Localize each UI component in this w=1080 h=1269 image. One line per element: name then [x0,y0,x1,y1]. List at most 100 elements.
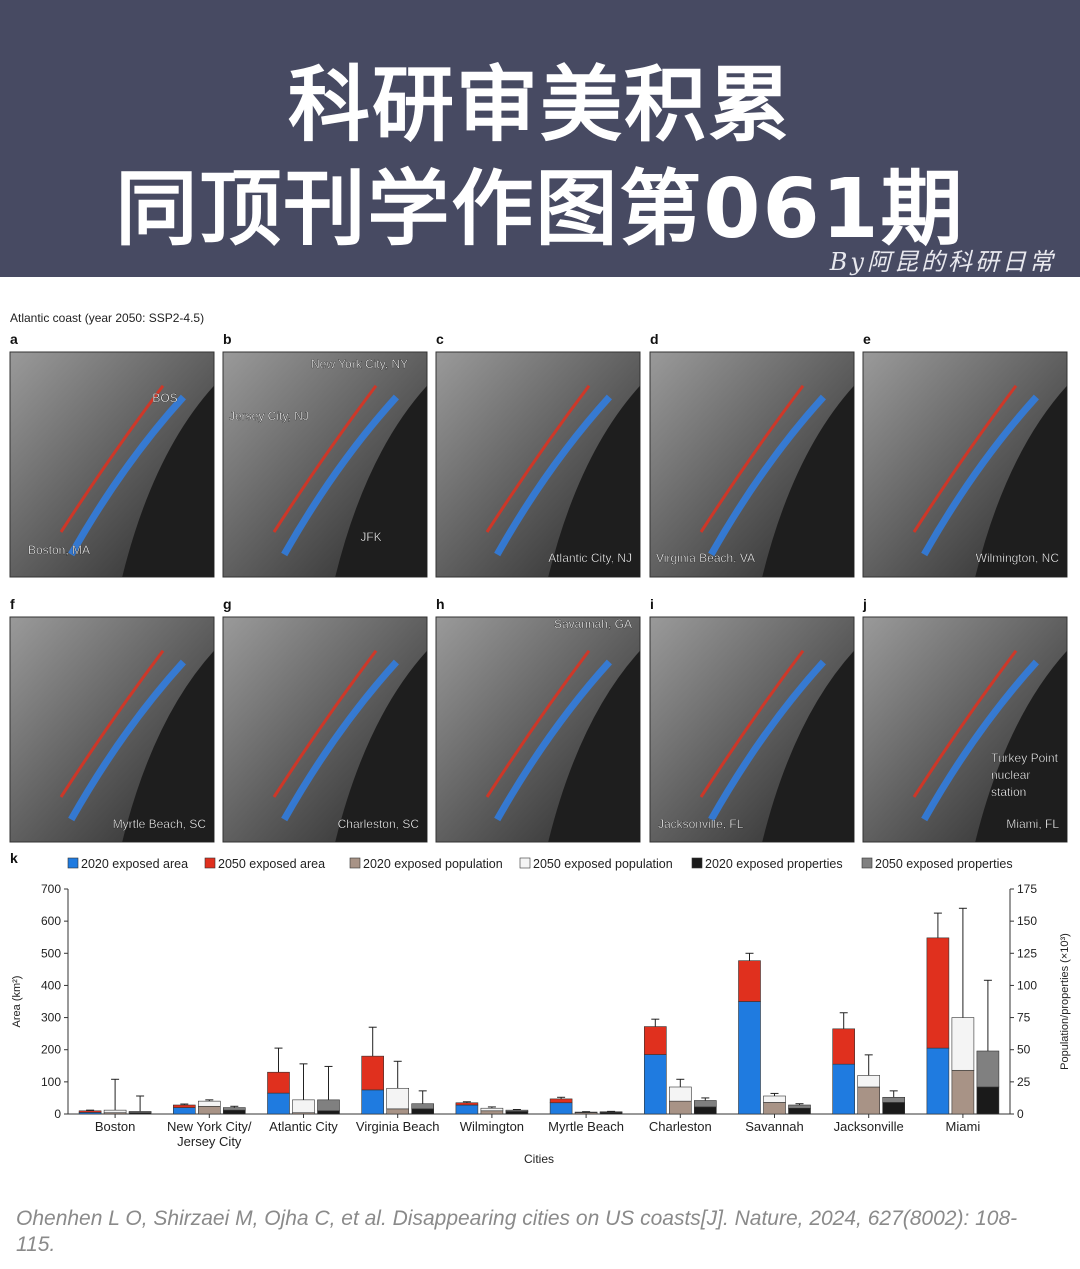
bar [505,1109,529,1112]
bar [198,1105,221,1115]
bar [763,1095,786,1103]
exposed-area [485,649,591,798]
error-bar [958,907,967,1018]
legend-label: 2020 exposed area [81,857,188,871]
error-bar [111,1078,120,1111]
bar [455,1102,479,1106]
panel-letter: h [436,596,445,612]
exposed-area [485,384,591,533]
error-bar [745,952,754,961]
y2-tick-label: 75 [1017,1011,1031,1025]
map-label: BOS [152,391,177,405]
error-bar [393,1060,402,1089]
bar [951,1069,975,1115]
error-bar [701,1097,710,1101]
y-tick-label: 300 [41,1011,61,1025]
bar [223,1109,246,1115]
bar [882,1096,906,1103]
map-water [122,385,214,577]
map-water [122,650,214,842]
error-bar [418,1090,427,1104]
bar [643,1026,667,1055]
bar [926,937,950,1049]
bar [668,1086,692,1102]
citation: Ohenhen L O, Shirzaei M, Ojha C, et al. … [16,1207,1018,1256]
figure: Atlantic coast (year 2050: SSP2-4.5) a BO… [9,311,1071,1166]
panel-letter: k [10,850,18,866]
panel-letter: b [223,331,232,347]
bar [78,1110,102,1113]
error-bar [462,1101,471,1103]
bar [693,1100,717,1108]
error-bar [889,1090,898,1098]
panel-letter: e [863,331,871,347]
error-bar [180,1103,189,1105]
exposed-area [59,384,165,533]
error-bar [839,1012,848,1029]
x-tick-label: New York City/ Jersey City [167,1119,252,1149]
bar [832,1028,856,1065]
x-axis-title: Cities [524,1152,554,1166]
exposed-area [281,659,399,822]
bar [198,1100,221,1107]
bar [693,1106,717,1115]
title: 科研审美积累 [287,58,792,153]
bar [411,1108,435,1115]
map-water [335,650,427,842]
bar [738,1001,761,1115]
x-tick-label: Charleston [648,1119,712,1134]
map-label: Wilmington, NC [976,551,1060,565]
y-axis-title: Area (km²) [11,976,23,1028]
y-tick-label: 400 [41,978,61,992]
title: 同顶刊学作图第061期 [115,162,965,257]
error-bar [770,1092,779,1096]
bar [173,1107,196,1115]
bar [267,1092,290,1115]
y2-tick-label: 125 [1017,946,1037,960]
error-bar [368,1026,377,1057]
bar [386,1108,410,1115]
error-bar [205,1099,214,1102]
error-bar [324,1065,333,1100]
bar [128,1111,152,1114]
map-water [975,385,1067,577]
y-tick-label: 100 [41,1075,61,1089]
exposed-area [68,394,186,557]
x-tick-label: Virginia Beach [355,1119,440,1134]
error-bar [795,1103,804,1105]
y-tick-label: 0 [54,1107,61,1121]
exposed-area [272,384,378,533]
map-label: Virginia Beach, VA [656,551,755,565]
exposed-area [68,659,186,822]
bar [738,960,761,1002]
exposed-area [921,394,1039,557]
bar [361,1089,385,1115]
panel-letter: a [10,331,18,347]
map-label: New York City, NY [311,357,408,371]
exposed-area [708,394,826,557]
exposed-area [912,649,1018,798]
header: 科研审美积累 同顶刊学作图第061期 By阿昆的科研日常 [0,0,1080,277]
legend-swatch [691,857,703,869]
map-label: station [991,785,1026,799]
bar [882,1102,906,1115]
legend-swatch [349,857,361,869]
map-label: Charleston, SC [338,817,420,831]
error-bar [86,1109,95,1111]
y-tick-label: 600 [41,914,61,928]
bar [788,1107,811,1115]
map-water [762,385,854,577]
y2-tick-label: 100 [1017,978,1037,992]
bar [505,1111,529,1115]
map-label: Turkey Point [991,751,1059,765]
legend-swatch [861,857,873,869]
error-bar [557,1096,566,1099]
panel-letter: f [10,596,15,612]
y2-tick-label: 175 [1017,882,1037,896]
bar [480,1110,504,1115]
error-bar [676,1078,685,1087]
bar [643,1054,667,1115]
map-water [975,650,1067,842]
exposed-area [912,384,1018,533]
exposed-area [699,649,805,798]
